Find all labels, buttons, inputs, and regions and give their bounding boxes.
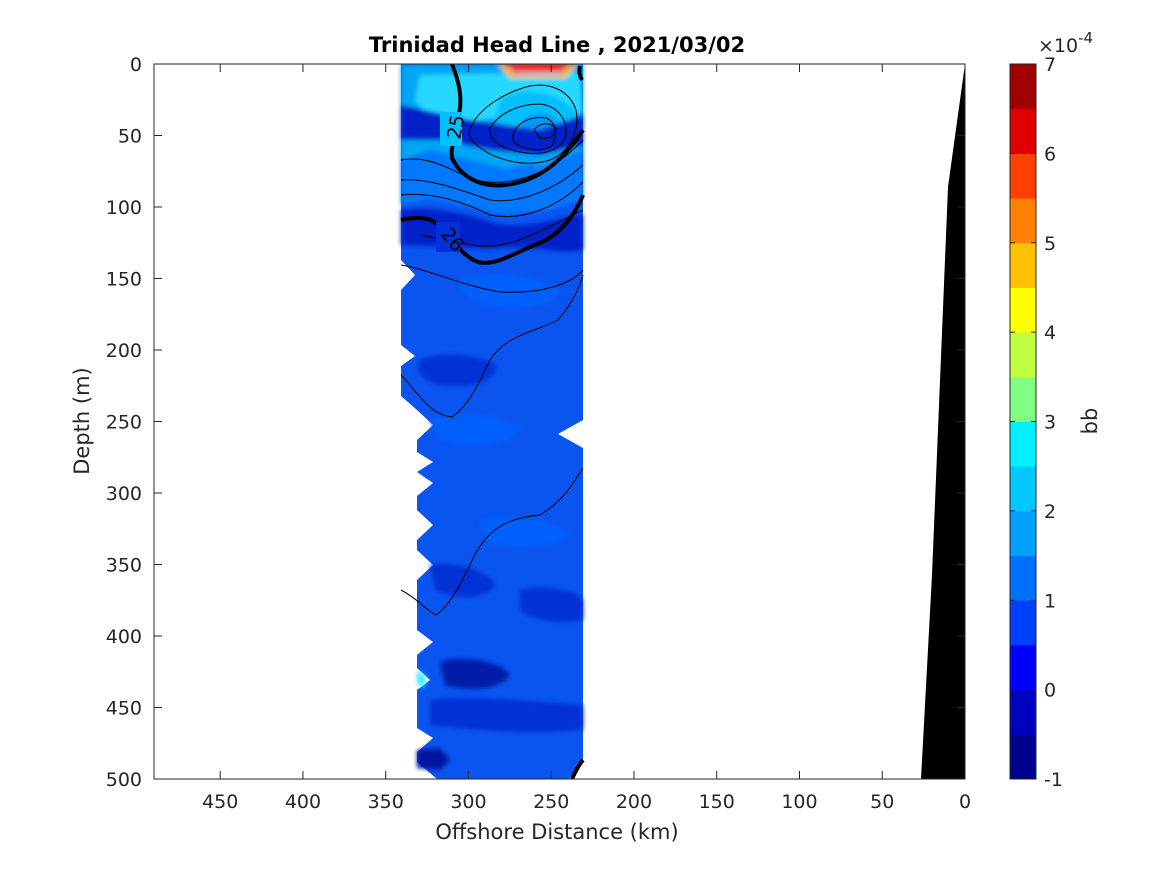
colorbar-segment xyxy=(1010,108,1036,154)
y-tick-label: 450 xyxy=(106,698,142,720)
patch-mid-3 xyxy=(480,516,570,547)
contour-thick-bottom xyxy=(570,758,585,779)
colorbar-segment xyxy=(1010,242,1036,288)
patch-dark-6 xyxy=(430,697,583,733)
colorbar-segment xyxy=(1010,734,1036,780)
y-tick-label: 200 xyxy=(106,340,142,362)
y-axis-label: Depth (m) xyxy=(70,367,94,474)
colorbar-tick-label: -1 xyxy=(1044,769,1063,791)
y-tick-label: 500 xyxy=(106,769,142,791)
contour-thin xyxy=(400,164,584,202)
contour-thick-25 xyxy=(449,64,585,188)
contour-thin xyxy=(512,117,556,151)
colorbar-exponent-power: -4 xyxy=(1078,29,1093,47)
y-tick-label: 50 xyxy=(118,126,142,148)
y-axis: 0 50 100 150 200 250 300 350 400 450 500 xyxy=(106,54,965,791)
y-tick-label: 150 xyxy=(106,269,142,291)
x-tick-label: 50 xyxy=(870,791,894,813)
patch-dark-5 xyxy=(440,658,510,689)
patch-surface-maximum xyxy=(505,64,570,72)
colorbar-tick-label: 4 xyxy=(1044,322,1056,344)
x-tick-label: 150 xyxy=(699,791,735,813)
density-contours xyxy=(400,64,585,779)
patch-mid-2 xyxy=(430,414,520,445)
chart-title: Trinidad Head Line , 2021/03/02 xyxy=(369,33,745,57)
colorbar-tick-label: 3 xyxy=(1044,412,1056,434)
colorbar-segment xyxy=(1010,376,1036,422)
colorbar-tick-label: 2 xyxy=(1044,501,1056,523)
colorbar-segment xyxy=(1010,332,1036,378)
colorbar-tick-label: 5 xyxy=(1044,233,1056,255)
contour-thick-26 xyxy=(400,194,585,265)
contour-thin xyxy=(400,181,584,218)
contour-thin xyxy=(400,274,584,418)
colorbar-segment xyxy=(1010,600,1036,646)
y-tick-label: 300 xyxy=(106,483,142,505)
x-tick-label: 250 xyxy=(533,791,569,813)
patch-surface-maximum-edge xyxy=(498,64,578,78)
x-tick-label: 450 xyxy=(202,791,238,813)
x-tick-label: 0 xyxy=(959,791,971,813)
colorbar-segment xyxy=(1010,644,1036,691)
contour-thin xyxy=(400,264,584,293)
colorbar-segment xyxy=(1010,64,1036,110)
y-tick-label: 350 xyxy=(106,555,142,577)
colorbar-segment xyxy=(1010,198,1036,244)
colorbar-exponent: ×10-4 xyxy=(1038,29,1093,57)
colorbar-exponent-base: ×10 xyxy=(1038,35,1078,57)
x-axis: 450 400 350 300 250 200 150 100 50 0 xyxy=(202,64,971,813)
colorbar-segment xyxy=(1010,466,1036,512)
colorbar: -1 0 1 2 3 4 5 6 7 xyxy=(1009,54,1063,791)
colorbar-label: bb xyxy=(1078,408,1102,435)
patch-bottom-dark xyxy=(417,748,450,770)
contour-thin xyxy=(533,123,557,139)
contour-thin xyxy=(400,467,584,616)
x-tick-label: 100 xyxy=(781,791,817,813)
plot-area: 25 26 xyxy=(153,63,966,780)
contour-thin xyxy=(468,84,578,164)
contour-thin xyxy=(489,103,567,154)
colorbar-segment xyxy=(1010,287,1036,333)
colorbar-tick-label: 0 xyxy=(1044,680,1056,702)
colorbar-tick-label: 6 xyxy=(1044,143,1056,165)
x-tick-label: 400 xyxy=(285,791,321,813)
contour-thick-25-edge xyxy=(577,65,584,82)
bb-field: 25 26 xyxy=(400,64,965,779)
patch-mid-1 xyxy=(459,274,560,307)
x-tick-label: 300 xyxy=(450,791,486,813)
colorbar-tick-label: 1 xyxy=(1044,590,1056,612)
patch-cyan-spot xyxy=(417,670,427,688)
colorbar-segment xyxy=(1010,153,1036,199)
colorbar-segment xyxy=(1010,421,1036,467)
y-tick-label: 0 xyxy=(130,54,142,76)
x-axis-label: Offshore Distance (km) xyxy=(435,820,678,844)
y-tick-label: 400 xyxy=(106,626,142,648)
patch-dark-3 xyxy=(418,354,496,387)
bathymetry-shelf xyxy=(921,64,965,779)
contour-label-25: 25 xyxy=(443,113,469,141)
x-tick-label: 200 xyxy=(616,791,652,813)
y-tick-label: 100 xyxy=(106,197,142,219)
contour-label-bg xyxy=(436,222,460,252)
colorbar-segment xyxy=(1010,510,1036,557)
colorbar-segment xyxy=(1010,689,1036,735)
patch-dark-4 xyxy=(520,587,583,622)
contour-label-bg xyxy=(440,112,462,146)
x-tick-label: 350 xyxy=(368,791,404,813)
colorbar-segment xyxy=(1010,555,1036,601)
y-tick-label: 250 xyxy=(106,412,142,434)
colorbar-tick-label: 7 xyxy=(1044,54,1056,76)
